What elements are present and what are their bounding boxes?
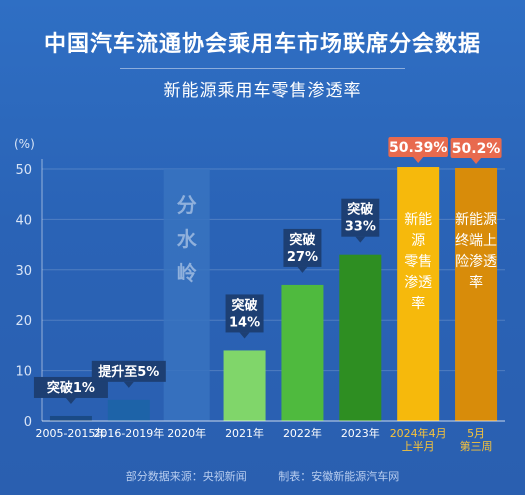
callout-label: 突破 [289, 232, 315, 248]
callout-pointer [297, 266, 308, 273]
bar [455, 167, 498, 421]
callout-box [91, 360, 166, 382]
divider-column [163, 169, 210, 421]
x-tick-label: 5月 [467, 427, 485, 440]
x-tick-label: 2022年 [283, 426, 322, 440]
x-tick-label: 第三周 [460, 439, 493, 453]
data-label-box [450, 137, 502, 158]
callout-label: 突破1% [47, 380, 95, 396]
callout-box [341, 198, 380, 237]
x-tick-label: 2024年4月 [390, 426, 447, 440]
callout-pointer [65, 397, 76, 404]
x-tick-label: 2023年 [341, 426, 380, 440]
callout-label: 14% [229, 315, 260, 330]
page-title: 中国汽车流通协会乘用车市场联席分会数据 [43, 32, 481, 57]
bar-inner-label: 终端上 [455, 233, 497, 249]
bar-inner-label: 险渗透 [455, 254, 497, 270]
y-tick-label: 20 [15, 314, 32, 329]
x-tick-label: 2016-2019年 [93, 426, 164, 440]
y-tick-label: 10 [15, 365, 32, 380]
x-tick-label: 上半月 [402, 439, 435, 453]
data-label-pointer [471, 157, 482, 164]
title-divider [120, 68, 405, 69]
y-tick-label: 40 [15, 213, 32, 228]
source-note: 部分数据来源：央视新闻 [125, 470, 247, 483]
data-label: 50.2% [452, 141, 501, 157]
bar-inner-label: 源 [411, 233, 425, 249]
callout-label: 27% [287, 250, 318, 265]
bar [281, 284, 324, 421]
bar-inner-label: 新能 [404, 212, 432, 228]
data-label-pointer [413, 157, 424, 164]
producer-note: 制表：安徽新能源汽车网 [278, 470, 400, 483]
bar-inner-label: 零售 [404, 254, 432, 270]
x-tick-label: 2005-2015年 [35, 426, 106, 440]
y-tick-label: 0 [24, 415, 32, 430]
bar [223, 350, 266, 421]
callout-box [225, 294, 264, 333]
callout-label: 33% [345, 220, 376, 235]
bar [49, 415, 92, 421]
y-tick-label: 50 [15, 163, 32, 178]
divider-char: 分 [177, 193, 197, 217]
x-tick-label: 2021年 [225, 426, 264, 440]
bar [397, 167, 440, 421]
data-label: 50.39% [389, 140, 447, 156]
bar-inner-label: 新能源 [455, 212, 497, 228]
bar-inner-label: 渗透 [404, 275, 432, 291]
bar-inner-label: 率 [411, 295, 425, 312]
x-tick-label: 2020年 [167, 426, 206, 440]
callout-label: 突破 [232, 297, 258, 313]
callout-pointer [123, 381, 134, 388]
callout-pointer [355, 236, 366, 243]
y-axis-unit: (%) [14, 137, 35, 151]
bar [339, 254, 382, 421]
chart-subtitle: 新能源乘用车零售渗透率 [163, 81, 362, 101]
callout-label: 突破 [347, 202, 373, 218]
y-tick-label: 30 [15, 264, 32, 279]
bar [107, 399, 150, 421]
chart-footer: 部分数据来源：央视新闻 制表：安徽新能源汽车网 [0, 468, 525, 484]
callout-box [33, 376, 108, 398]
divider-char: 水 [177, 227, 198, 251]
callout-label: 提升至5% [98, 364, 159, 380]
callout-box [283, 228, 322, 267]
callout-pointer [239, 332, 250, 339]
bar-inner-label: 率 [469, 274, 483, 291]
divider-char: 岭 [177, 261, 197, 285]
data-label-box [388, 137, 448, 158]
